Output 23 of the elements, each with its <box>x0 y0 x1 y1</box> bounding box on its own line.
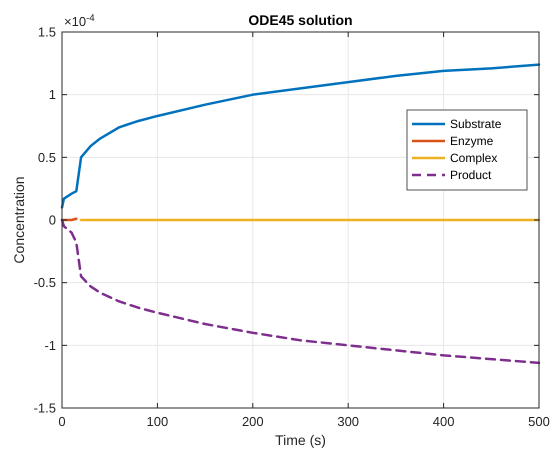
line-series <box>60 63 540 209</box>
legend-label: Enzyme <box>450 134 494 148</box>
x-tick-label: 100 <box>146 414 168 429</box>
x-tick-label: 200 <box>242 414 264 429</box>
chart-title: ODE45 solution <box>248 12 353 28</box>
line-series <box>60 218 540 364</box>
legend-label: Product <box>450 168 492 182</box>
x-tick-label: 300 <box>337 414 360 429</box>
y-tick-label: -1.5 <box>34 400 56 416</box>
y-tick-label: 0.5 <box>38 150 56 165</box>
y-tick-label: -0.5 <box>34 275 56 290</box>
text: ×10$^{-4}$ <box>64 12 96 29</box>
y-axis-title: Concentration <box>11 176 27 264</box>
x-tick-label: 0 <box>58 414 66 429</box>
x-tick-label: 500 <box>528 414 550 429</box>
legend-label: Complex <box>450 151 498 165</box>
y-tick-label: -1 <box>44 338 56 353</box>
y-tick-label: 1.5 <box>38 24 56 40</box>
x-axis-title: Time (s) <box>275 432 326 448</box>
y-tick-label: 0 <box>48 212 56 228</box>
x-tick-label: 400 <box>432 414 454 429</box>
y-tick-label: 1 <box>48 87 56 102</box>
legend-label: Substrate <box>450 117 502 131</box>
